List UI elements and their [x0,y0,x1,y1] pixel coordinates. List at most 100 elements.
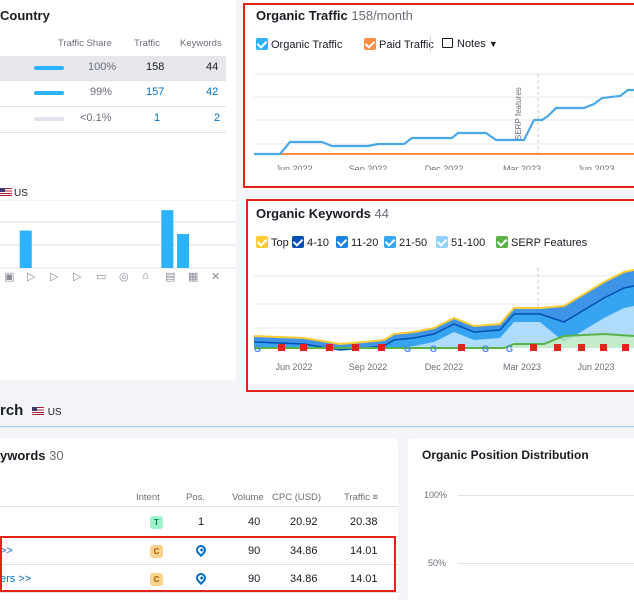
col-traffic[interactable]: Traffic [134,38,160,49]
pos-1: 1 [198,516,205,528]
organic-traffic-line [254,88,634,156]
serp-feature-location-icon[interactable] [193,542,209,558]
google-update-flag-icon [300,344,307,351]
divider [0,564,398,565]
area-51-100 [254,306,634,348]
x-tick-label: Jun 2022 [275,164,312,170]
serp-bar [177,234,190,268]
share-bar-3 [34,117,64,121]
col-traffic-sort[interactable]: Traffic ≡ [344,492,379,503]
x-tick-label: Dec 2022 [425,164,464,170]
x-tick-label: Mar 2023 [503,164,541,170]
keywords-table-title: ywords 30 [0,448,64,463]
video-icon: ▷ [27,271,36,283]
gridline [458,495,634,496]
google-icon: G [430,344,437,354]
intent-badge-commercial[interactable]: C [150,573,163,586]
serp-annotation[interactable]: SERP features [514,87,523,140]
line-top-3 [253,269,634,346]
briefcase-icon: ▦ [188,271,199,283]
serp-icons-row: ▣ ▷ ▷ ▷ ▭ ◎ ⌂ ▤ ▦ ✕ [0,270,236,284]
checkbox-icon [384,236,396,248]
share-2: 99% [90,86,113,98]
intent-badge-transactional[interactable]: T [150,516,163,529]
position-distribution-title: Organic Position Distribution [422,448,589,462]
keyword-link-3[interactable]: ers >> [0,573,32,585]
share-bar-1 [34,66,64,70]
organic-keywords-chart: G G G G G Jun 2022 Sep 2022 Dec 2022 Mar 2023 Jun… [253,268,634,372]
google-icon: G [506,344,513,354]
keywords-3[interactable]: 2 [214,112,221,124]
image-icon: ▣ [4,271,15,283]
x-tick-label: Jun 2023 [577,164,614,170]
traffic-2[interactable]: 157 [146,86,165,98]
notes-icon [442,38,453,48]
chevron-down-icon: ▼ [488,39,498,49]
header-divider [0,506,398,507]
legend-4-10[interactable]: 4-10 [292,236,329,249]
google-icon: G [404,344,411,354]
volume-1: 40 [248,516,261,528]
traffic-2: 14.01 [350,545,378,557]
share-3: <0.1% [80,112,112,124]
intent-badge-commercial[interactable]: C [150,545,163,558]
x-tick-label: Sep 2022 [349,164,388,170]
location-pin-icon: ◎ [119,271,129,283]
keywords-2[interactable]: 42 [206,86,219,98]
keywords-table-panel: ywords 30 Intent Pos. Volume CPC (USD) T… [0,438,398,600]
news-icon: ▤ [165,271,176,283]
col-pos[interactable]: Pos. [186,492,206,503]
legend-serp-features[interactable]: SERP Features [496,236,587,249]
col-cpc[interactable]: CPC (USD) [272,492,322,503]
legend-21-50[interactable]: 21-50 [384,236,427,249]
col-intent[interactable]: Intent [136,492,160,503]
legend-51-100[interactable]: 51-100 [436,236,485,249]
google-update-flag-icon [278,344,285,351]
organic-traffic-chart: Jun 2022 Sep 2022 Dec 2022 Mar 2023 Jun 2023 [254,73,634,170]
share-1: 100% [88,61,117,73]
volume-2: 90 [248,545,261,557]
google-update-flag-icon [578,344,585,351]
google-icon: G [254,344,261,354]
serp-country: US [0,188,28,199]
speech-bubble-icon: ▭ [96,271,107,283]
research-title: rch US [0,402,62,419]
divider [0,132,226,133]
serp-bar [161,210,174,268]
graduation-cap-icon: ⌂ [142,270,149,282]
x-tick-label: Jun 2022 [275,362,312,372]
traffic-3[interactable]: 1 [154,112,161,124]
checkbox-icon [256,236,268,248]
col-keywords[interactable]: Keywords [180,38,222,49]
google-update-flag-icon [326,344,333,351]
x-icon: ✕ [211,271,221,283]
organic-keywords-count: 44 [374,206,389,221]
us-flag-icon [31,407,44,415]
position-distribution-panel: Organic Position Distribution 100% 50% [408,438,634,600]
keywords-1: 44 [206,61,219,73]
traffic-1: 20.38 [350,516,378,528]
legend-paid-traffic[interactable]: Paid Traffic [364,38,434,51]
google-update-flag-icon [622,344,629,351]
traffic-1: 158 [146,61,165,73]
organic-traffic-title: Organic Traffic 158/month [256,8,413,23]
y-tick-100: 100% [424,490,448,500]
cpc-3: 34.86 [290,573,318,585]
x-tick-label: Mar 2023 [503,362,541,372]
legend-11-20[interactable]: 11-20 [336,236,378,249]
checkbox-icon [336,236,348,248]
col-volume[interactable]: Volume [232,492,264,503]
divider [0,536,398,537]
sort-icon: ≡ [372,492,379,503]
notes-dropdown[interactable]: Notes ▼ [442,38,498,50]
checkbox-icon [292,236,304,248]
country-panel: Country Traffic Share Traffic Keywords 1… [0,0,236,380]
keyword-link-2[interactable]: >> [0,545,13,557]
country-title: Country [0,8,50,23]
cpc-2: 34.86 [290,545,318,557]
serp-feature-location-icon[interactable] [193,570,209,586]
col-traffic-share[interactable]: Traffic Share [58,38,112,49]
google-update-flag-icon [458,344,465,351]
checkbox-icon [496,236,508,248]
legend-organic-traffic[interactable]: Organic Traffic [256,38,342,51]
